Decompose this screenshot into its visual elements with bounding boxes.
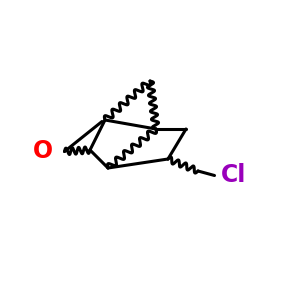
Text: O: O [32, 140, 52, 164]
Text: Cl: Cl [220, 164, 246, 188]
